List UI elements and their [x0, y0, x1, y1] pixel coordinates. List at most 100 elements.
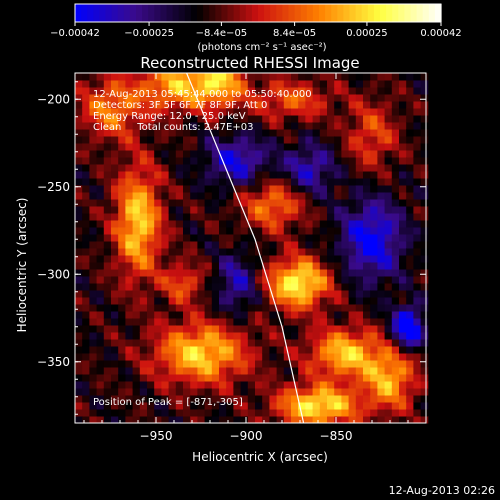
heatmap-cell	[355, 115, 364, 123]
heatmap-cell	[75, 346, 83, 354]
heatmap-cell	[355, 94, 364, 102]
heatmap-cell	[118, 234, 126, 242]
heatmap-cell	[247, 234, 256, 242]
heatmap-cell	[348, 262, 357, 270]
heatmap-cell	[190, 220, 198, 228]
heatmap-cell	[370, 115, 378, 123]
heatmap-cell	[327, 262, 335, 270]
heatmap-cell	[139, 185, 148, 193]
heatmap-cell	[132, 402, 141, 410]
heatmap-cell	[183, 381, 191, 389]
heatmap-cell	[283, 339, 292, 347]
heatmap-cell	[269, 136, 278, 144]
colorbar-segment	[294, 4, 302, 22]
heatmap-cell	[413, 164, 422, 172]
heatmap-cell	[327, 213, 335, 221]
heatmap-cell	[161, 199, 170, 207]
heatmap-cell	[255, 346, 263, 354]
heatmap-cell	[399, 360, 407, 368]
heatmap-cell	[111, 262, 119, 270]
heatmap-cell	[413, 122, 422, 130]
heatmap-cell	[168, 353, 177, 361]
heatmap-cell	[312, 206, 321, 214]
heatmap-cell	[384, 143, 393, 151]
heatmap-cell	[118, 311, 126, 319]
heatmap-cell	[82, 150, 90, 158]
heatmap-cell	[240, 115, 249, 123]
heatmap-cell	[125, 339, 134, 347]
heatmap-cell	[341, 80, 350, 88]
heatmap-cell	[204, 374, 213, 382]
heatmap-cell	[247, 262, 256, 270]
heatmap-cell	[226, 367, 234, 375]
heatmap-cell	[413, 374, 422, 382]
heatmap-cell	[291, 108, 299, 116]
heatmap-cell	[190, 374, 198, 382]
colorbar-segment	[221, 4, 229, 22]
heatmap-cell	[298, 374, 306, 382]
heatmap-cell	[276, 87, 285, 95]
heatmap-cell	[406, 262, 414, 270]
heatmap-cell	[175, 311, 184, 319]
heatmap-cell	[363, 241, 371, 249]
heatmap-cell	[334, 262, 342, 270]
heatmap-cell	[190, 192, 198, 200]
heatmap-cell	[168, 255, 177, 263]
heatmap-cell	[125, 185, 134, 193]
heatmap-cell	[211, 388, 220, 396]
heatmap-cell	[103, 360, 112, 368]
heatmap-cell	[334, 101, 342, 109]
heatmap-cell	[175, 283, 184, 291]
heatmap-cell	[89, 325, 98, 333]
heatmap-cell	[111, 192, 119, 200]
heatmap-cell	[420, 178, 429, 186]
heatmap-cell	[211, 325, 220, 333]
heatmap-cell	[219, 360, 227, 368]
heatmap-cell	[399, 87, 407, 95]
heatmap-cell	[399, 73, 407, 81]
heatmap-cell	[204, 164, 213, 172]
heatmap-cell	[269, 87, 278, 95]
heatmap-cell	[211, 318, 220, 326]
heatmap-cell	[269, 311, 278, 319]
heatmap-cell	[255, 185, 263, 193]
heatmap-cell	[168, 339, 177, 347]
heatmap-cell	[305, 262, 314, 270]
heatmap-cell	[175, 94, 184, 102]
heatmap-cell	[334, 115, 342, 123]
heatmap-cell	[305, 108, 314, 116]
heatmap-cell	[247, 325, 256, 333]
heatmap-cell	[147, 199, 155, 207]
heatmap-cell	[197, 192, 206, 200]
heatmap-cell	[154, 73, 162, 81]
heatmap-cell	[247, 255, 256, 263]
heatmap-cell	[175, 325, 184, 333]
heatmap-cell	[139, 171, 148, 179]
heatmap-cell	[298, 178, 306, 186]
heatmap-cell	[190, 402, 198, 410]
heatmap-cell	[204, 192, 213, 200]
heatmap-cell	[96, 276, 105, 284]
heatmap-cell	[175, 129, 184, 137]
heatmap-cell	[305, 143, 314, 151]
heatmap-cell	[219, 199, 227, 207]
heatmap-cell	[283, 409, 292, 417]
heatmap-cell	[262, 332, 270, 340]
heatmap-cell	[269, 115, 278, 123]
heatmap-cell	[111, 129, 119, 137]
heatmap-cell	[132, 150, 141, 158]
heatmap-cell	[319, 73, 328, 81]
heatmap-cell	[204, 311, 213, 319]
heatmap-cell	[348, 157, 357, 165]
heatmap-cell	[89, 234, 98, 242]
colorbar-segment	[203, 4, 210, 22]
heatmap-cell	[161, 311, 170, 319]
heatmap-cell	[334, 269, 342, 277]
heatmap-cell	[399, 367, 407, 375]
heatmap-cell	[298, 171, 306, 179]
heatmap-cell	[103, 241, 112, 249]
heatmap-cell	[363, 143, 371, 151]
heatmap-cell	[262, 297, 270, 305]
heatmap-cell	[262, 178, 270, 186]
